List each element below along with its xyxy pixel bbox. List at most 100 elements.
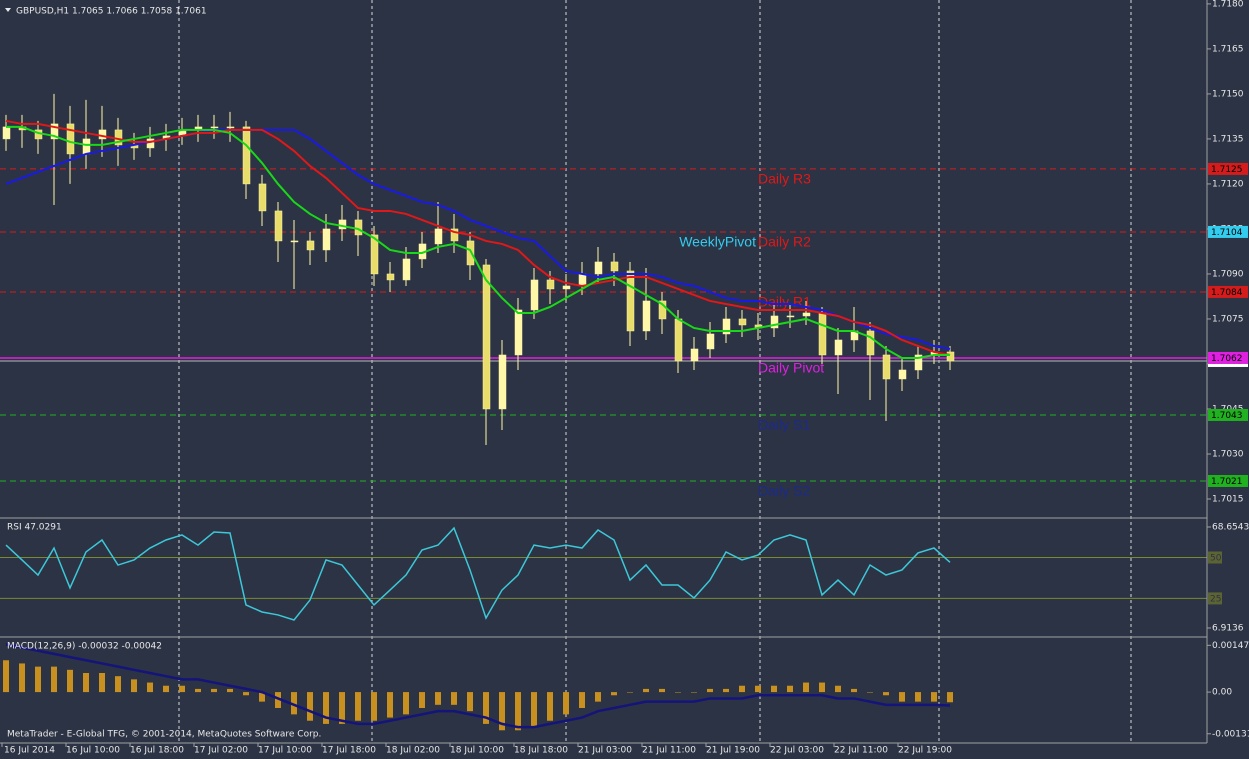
x-tick-label: 18 Jul 18:00 <box>514 746 568 756</box>
macd-bar <box>163 685 169 693</box>
price-tag <box>1208 162 1248 175</box>
candle-body <box>434 228 443 245</box>
y-tick-label: -0.00131 <box>1212 729 1249 739</box>
candle-body <box>210 126 219 129</box>
x-tick-label: 17 Jul 02:00 <box>194 746 248 756</box>
y-tick-label: 1.7150 <box>1212 89 1244 99</box>
candle-body <box>658 300 667 320</box>
macd-bar <box>595 692 601 702</box>
candle-body <box>2 126 11 140</box>
moving-average <box>6 125 950 359</box>
candle-body <box>610 261 619 272</box>
menu-arrow[interactable] <box>5 8 11 12</box>
macd-bar <box>355 692 361 721</box>
price-tag <box>1208 408 1248 421</box>
x-tick-label: 22 Jul 11:00 <box>834 746 888 756</box>
candle-body <box>722 318 731 335</box>
y-tick-label: 1.7030 <box>1212 449 1244 459</box>
y-tick-label: 1.7015 <box>1212 494 1244 504</box>
level-label: Daily R3 <box>758 171 811 187</box>
y-tick-label: 1.7120 <box>1212 179 1244 189</box>
macd-bar <box>883 692 889 696</box>
price-tag-label: 1.7084 <box>1211 288 1243 298</box>
macd-bar <box>851 688 857 693</box>
y-tick-label: 1.7135 <box>1212 134 1244 144</box>
candle-body <box>306 240 315 251</box>
level-label: WeeklyPivot <box>679 234 756 250</box>
macd-bar <box>83 673 89 693</box>
macd-bar <box>547 692 553 721</box>
macd-bar <box>195 688 201 693</box>
macd-bar <box>323 692 329 724</box>
x-tick-label: 18 Jul 10:00 <box>450 746 504 756</box>
macd-bar <box>611 692 617 696</box>
price-tag-label: 1.7125 <box>1211 165 1243 175</box>
macd-bar <box>179 685 185 693</box>
level-label: Daily R2 <box>758 234 811 250</box>
x-tick-label: 17 Jul 10:00 <box>258 746 312 756</box>
x-tick-label: 17 Jul 18:00 <box>322 746 376 756</box>
rsi-line <box>5 526 951 621</box>
y-tick-label: 68.6543 <box>1212 522 1249 532</box>
level-label: Daily S2 <box>758 483 810 499</box>
macd-bar <box>67 669 73 693</box>
candle-body <box>450 228 459 242</box>
macd-bar <box>387 692 393 718</box>
x-tick-label: 22 Jul 19:00 <box>898 746 952 756</box>
candle-body <box>770 315 779 329</box>
candle-body <box>834 339 843 356</box>
candle-body <box>642 300 651 332</box>
candle-body <box>866 330 875 356</box>
macd-bar <box>467 692 473 712</box>
price-tag <box>1208 474 1248 487</box>
copyright: MetaTrader - E-Global TFG, © 2001-2014, … <box>7 730 321 740</box>
macd-bar <box>835 685 841 693</box>
level-tag <box>1208 551 1222 564</box>
candle-body <box>402 258 411 281</box>
candle-body <box>706 333 715 350</box>
macd-bar <box>787 685 793 693</box>
macd-bar <box>755 685 761 693</box>
macd-bar <box>147 682 153 693</box>
macd-bar <box>627 692 633 693</box>
level-tag <box>1208 592 1222 605</box>
chart-title: GBPUSD,H1 1.7065 1.7066 1.7058 1.7061 <box>16 7 207 17</box>
macd-bar <box>307 692 313 721</box>
moving-average <box>5 119 951 356</box>
macd-bar <box>803 682 809 693</box>
macd-bar <box>243 692 249 696</box>
x-tick-label: 22 Jul 03:00 <box>770 746 824 756</box>
candle-body <box>258 183 267 212</box>
macd-bar <box>723 688 729 693</box>
price-tag-label: 1.7104 <box>1211 228 1243 238</box>
level-label: Daily S1 <box>758 417 810 433</box>
candle-body <box>946 351 955 362</box>
macd-bar <box>227 688 233 693</box>
macd-bar <box>131 679 137 693</box>
macd-bar <box>659 688 665 693</box>
y-tick-label: 0.00 <box>1212 688 1232 698</box>
candle-body <box>674 318 683 362</box>
x-tick-label: 16 Jul 10:00 <box>66 746 120 756</box>
macd-bar <box>291 692 297 715</box>
candle-body <box>226 126 235 129</box>
macd-bar <box>99 673 105 693</box>
macd-bar <box>115 676 121 693</box>
candle-body <box>482 264 491 410</box>
grid <box>178 0 1132 743</box>
macd-bar <box>499 692 505 731</box>
macd-bar <box>675 692 681 693</box>
candle-body <box>690 348 699 362</box>
y-tick-label: 1.7165 <box>1212 44 1244 54</box>
candle-body <box>546 279 555 290</box>
macd-bar <box>515 692 521 731</box>
macd-bar <box>419 692 425 708</box>
macd-bar <box>563 692 569 715</box>
macd-title: MACD(12,26,9) -0.00032 -0.00042 <box>7 642 162 652</box>
y-tick-label: 1.7180 <box>1212 0 1244 9</box>
candle-body <box>514 309 523 356</box>
candle-body <box>82 138 91 155</box>
macd-bar <box>451 692 457 705</box>
